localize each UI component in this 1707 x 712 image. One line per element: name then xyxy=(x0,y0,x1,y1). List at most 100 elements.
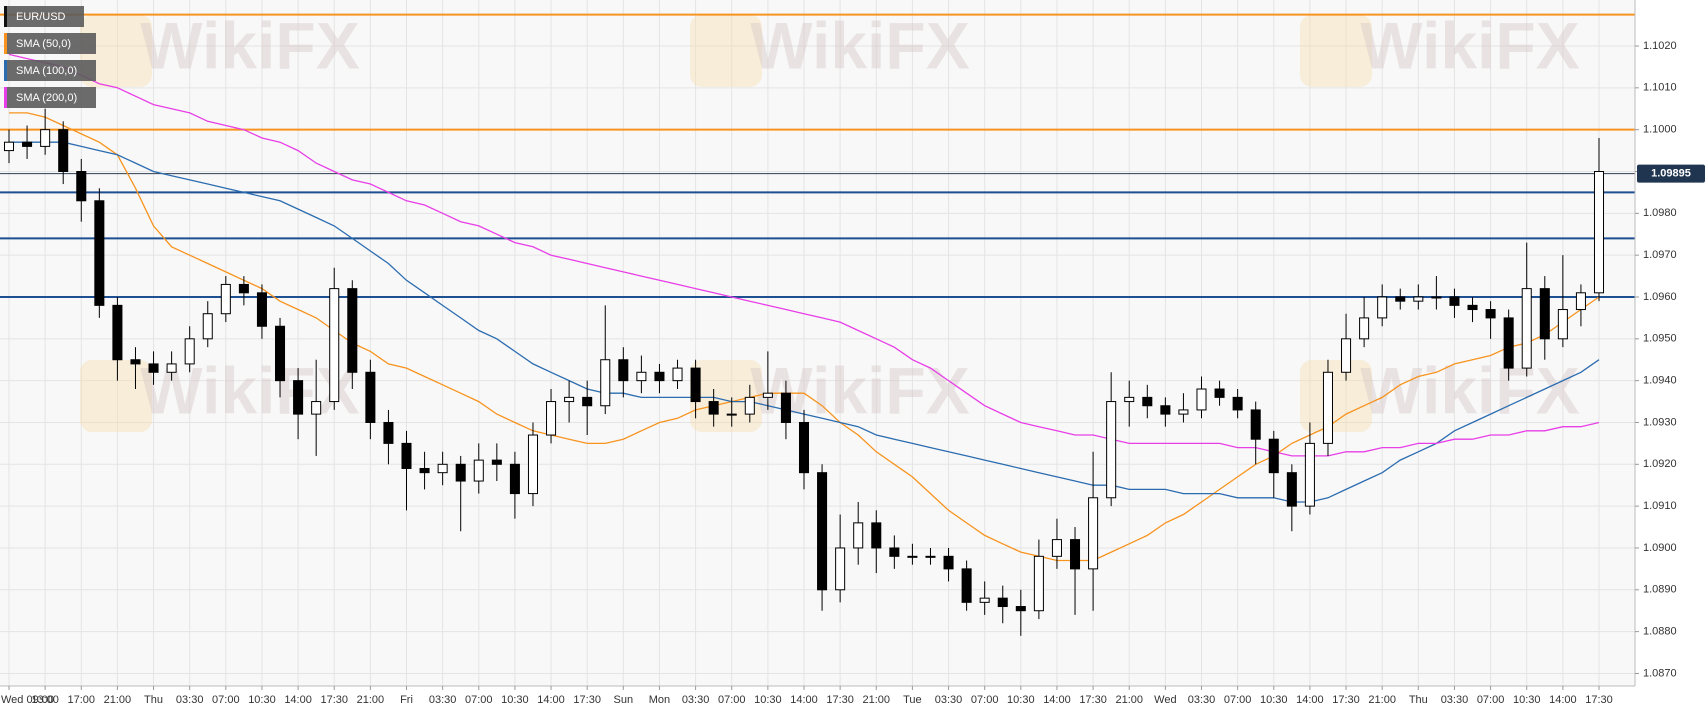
candle-body xyxy=(979,597,990,603)
legend-label: SMA (50,0) xyxy=(16,38,71,50)
x-tick-label: 14:00 xyxy=(1549,694,1577,706)
candle-body xyxy=(853,522,864,549)
watermark-logo xyxy=(80,360,152,432)
candle-body xyxy=(780,392,791,423)
watermark: WikiFX xyxy=(750,8,969,82)
candle-body xyxy=(1268,438,1279,474)
marks xyxy=(0,13,1635,636)
candle-body xyxy=(1449,296,1460,306)
candle-body xyxy=(1178,409,1189,415)
x-tick-label: 17:30 xyxy=(826,694,854,706)
x-tick-label: 03:30 xyxy=(1441,694,1469,706)
x-tick-label: 07:00 xyxy=(971,694,999,706)
candle-body xyxy=(473,459,484,482)
x-tick-label: 03:30 xyxy=(935,694,963,706)
candle-body xyxy=(1359,317,1370,340)
x-tick-label: 07:00 xyxy=(465,694,493,706)
candle-body xyxy=(166,363,177,373)
x-tick-label: 10:30 xyxy=(1260,694,1288,706)
y-tick-label: 1.0900 xyxy=(1643,542,1677,554)
x-tick-label: Fri xyxy=(400,694,413,706)
candle-body xyxy=(744,396,755,415)
x-tick-label: 10:30 xyxy=(754,694,782,706)
candle-body xyxy=(1070,539,1081,570)
x-tick-label: 10:30 xyxy=(1007,694,1035,706)
candle-body xyxy=(1124,396,1135,403)
candle-body xyxy=(943,555,954,570)
watermark: WikiFX xyxy=(1360,8,1579,82)
watermark: WikiFX xyxy=(140,353,359,427)
x-tick-label: 03:30 xyxy=(1188,694,1216,706)
candle-body xyxy=(925,555,936,558)
x-tick-label: 03:30 xyxy=(682,694,710,706)
candle-body xyxy=(997,597,1008,608)
candle-body xyxy=(1250,409,1261,440)
y-tick-label: 1.0970 xyxy=(1643,249,1677,261)
y-tick-label: 1.0930 xyxy=(1643,416,1677,428)
x-tick-label: Tue xyxy=(903,694,922,706)
candle-body xyxy=(1214,388,1225,398)
x-tick-label: 03:30 xyxy=(176,694,204,706)
candle-body xyxy=(1160,405,1171,415)
x-tick-label: 21:00 xyxy=(357,694,385,706)
x-tick-label: Thu xyxy=(144,694,163,706)
candle-body xyxy=(907,555,918,558)
candle-body xyxy=(708,401,719,415)
legend-swatch xyxy=(4,33,7,54)
candle-body xyxy=(1557,309,1568,340)
candle-body xyxy=(1431,296,1442,299)
legend-label: EUR/USD xyxy=(16,11,66,23)
candle-body xyxy=(1322,371,1333,444)
candle-body xyxy=(1485,309,1496,319)
candle-body xyxy=(726,413,737,416)
sma-line xyxy=(8,53,1600,457)
y-tick-label: 1.0980 xyxy=(1643,207,1677,219)
y-tick-label: 1.0960 xyxy=(1643,291,1677,303)
legend-label: SMA (100,0) xyxy=(16,65,77,77)
candle-body xyxy=(654,371,665,382)
y-tick-label: 1.0950 xyxy=(1643,333,1677,345)
candle-body xyxy=(94,200,105,306)
legend-box xyxy=(4,33,96,54)
candle-body xyxy=(347,288,358,373)
x-tick-label: 14:00 xyxy=(1043,694,1071,706)
candle-body xyxy=(961,568,972,603)
candle-body xyxy=(293,380,304,415)
x-tick-label: 07:00 xyxy=(212,694,240,706)
labels: 1.0870 1.0880 1.0890 1.0900 1.0910 1.0920 1.09… xyxy=(1,6,1705,706)
x-tick-label: 17:00 xyxy=(68,694,96,706)
candle-body xyxy=(582,396,593,407)
candle-body xyxy=(256,292,267,327)
legend-label: SMA (200,0) xyxy=(16,92,77,104)
x-tick-label: 07:00 xyxy=(718,694,746,706)
candle-body xyxy=(22,141,33,147)
candle-body xyxy=(455,463,466,482)
candle-body xyxy=(112,304,123,361)
candle-body xyxy=(1341,338,1352,373)
y-tick-label: 1.0880 xyxy=(1643,626,1677,638)
candle-body xyxy=(311,401,322,415)
last-price-label: 1.09895 xyxy=(1651,167,1691,179)
candle-body xyxy=(40,129,51,147)
candle-body xyxy=(1575,292,1586,311)
candle-body xyxy=(546,401,557,436)
y-tick-label: 1.0940 xyxy=(1643,375,1677,387)
candle-body xyxy=(58,129,69,172)
candle-body xyxy=(564,396,575,403)
candle-body xyxy=(419,467,430,474)
candle-body xyxy=(3,141,15,152)
x-tick-label: 21:00 xyxy=(104,694,132,706)
candle-body xyxy=(202,313,213,340)
x-tick-label: Mon xyxy=(649,694,670,706)
candle-body xyxy=(1196,388,1207,411)
x-tick-label: 14:00 xyxy=(790,694,818,706)
candle-body xyxy=(1286,472,1297,507)
candle-body xyxy=(1413,296,1424,302)
x-tick-label: 17:30 xyxy=(1332,694,1360,706)
candle-body xyxy=(509,463,520,495)
candle-body xyxy=(1106,401,1117,499)
candle-body xyxy=(401,442,412,469)
candle-body xyxy=(491,459,502,465)
candle-body xyxy=(1521,288,1532,369)
